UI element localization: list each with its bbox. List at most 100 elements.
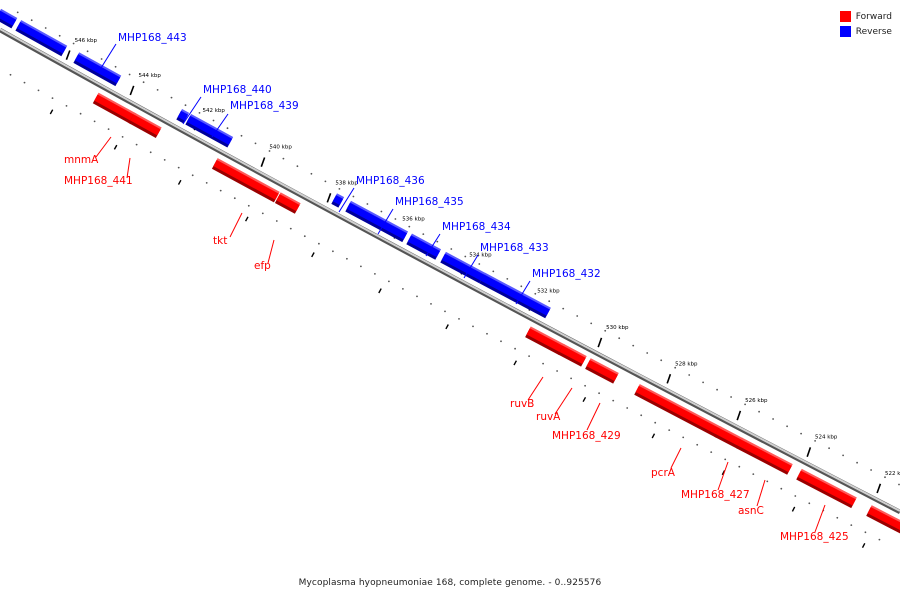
gene-label: MHP168_427 [681,489,750,501]
scale-dot [121,136,124,138]
tick-mark [806,447,812,457]
tick-label: 528 kbp [675,361,698,367]
gene-box-highlight [589,358,619,375]
gene-label-leader [756,479,766,507]
scale-dot [289,227,292,230]
gene-label-leader [463,254,479,279]
scale-dot [318,242,320,245]
scale-dot [303,235,306,238]
gene-box [332,193,345,206]
scale-dot [626,407,629,409]
scale-dot [842,454,844,457]
scale-dot [58,34,61,37]
legend-item-forward: Forward [839,9,892,24]
gene-label: MHP168_440 [203,84,272,96]
gene-box [797,468,857,506]
gene-label: efp [254,260,271,272]
scale-dot [668,429,671,431]
gene-feature[interactable] [73,52,122,87]
scale-dot [107,128,110,131]
gene-box-highlight [870,505,900,525]
tick-mark [326,193,332,203]
tick-label: 546 kbp [75,38,98,44]
tick-mark [113,144,118,150]
gene-box [177,109,190,121]
gene-feature[interactable] [176,109,190,124]
gene-box [407,233,441,258]
scale-dot [37,89,40,92]
gene-box-highlight [444,251,485,275]
scale-dot [275,220,278,222]
gene-box-highlight [562,343,587,358]
gene-feature[interactable] [585,358,619,384]
scale-dot [562,307,565,310]
scale-dot [72,42,75,45]
tick-mark [876,483,882,494]
gene-box [94,92,137,122]
gene-box [130,112,162,136]
gene-feature[interactable] [345,200,408,243]
gene-feature[interactable] [0,8,18,29]
scale-dot [688,374,691,376]
scale-dot [472,325,474,328]
scale-dot [632,344,635,347]
gene-box [737,437,793,473]
scale-dot [724,458,727,461]
gene-feature[interactable] [92,92,137,125]
gene-label: MHP168_435 [395,196,464,208]
scale-dot [205,182,208,184]
scale-dot [51,97,54,99]
gene-label: pcrA [651,467,676,479]
scale-dot [772,418,774,420]
scale-dot [100,58,103,60]
scale-dot [898,483,900,486]
gene-box [586,358,619,381]
scale-dot [338,188,341,190]
gene-label: MHP168_434 [442,221,511,233]
tick-mark [65,50,71,60]
scale-dot [240,134,243,137]
scale-ticks: 546 kbp 544 kbp 542 kbp 540 kbp 538 kbp 536 k… [49,38,900,549]
gene-box-highlight [800,468,857,500]
gene-feature[interactable] [274,192,301,214]
gene-feature[interactable] [479,272,551,319]
gene-feature[interactable] [866,505,900,534]
gene-box-highlight [20,20,68,48]
gene-label-leader [425,233,441,257]
gene-box-highlight [483,272,551,310]
gene-feature[interactable] [714,426,743,449]
gene-label: MHP168_432 [532,268,601,280]
gene-feature[interactable] [796,468,857,509]
scale-dot [261,212,264,215]
gene-feature[interactable] [185,113,234,148]
scale-dot [360,265,362,268]
tick-mark [791,506,796,512]
tick-mark [861,542,866,549]
gene-feature[interactable] [736,437,793,475]
genome-backbone [0,28,900,514]
scale-dot [506,278,509,280]
gene-label-leader [211,113,229,138]
scale-dot [534,292,537,295]
gene-label-leader [182,96,202,125]
scale-dot [716,388,718,391]
scale-dot [191,174,194,177]
gene-feature[interactable] [634,384,722,438]
scale-dot [458,318,460,320]
gene-label-leader [126,157,131,179]
gene-feature[interactable] [406,233,441,260]
gene-label-leader [267,239,275,264]
gene-label: MHP168_425 [780,531,849,543]
gene-feature[interactable] [558,343,587,367]
gene-feature[interactable] [525,326,565,356]
gene-feature[interactable] [331,193,345,208]
gene-feature[interactable] [440,251,485,284]
gene-feature[interactable] [128,112,162,138]
scale-dot [584,384,586,387]
gene-feature[interactable] [211,158,280,203]
gene-box [715,426,743,447]
gene-label-leader [670,447,682,469]
scale-dot [500,340,502,343]
scale-dot [65,105,68,107]
gene-feature[interactable] [15,20,68,57]
